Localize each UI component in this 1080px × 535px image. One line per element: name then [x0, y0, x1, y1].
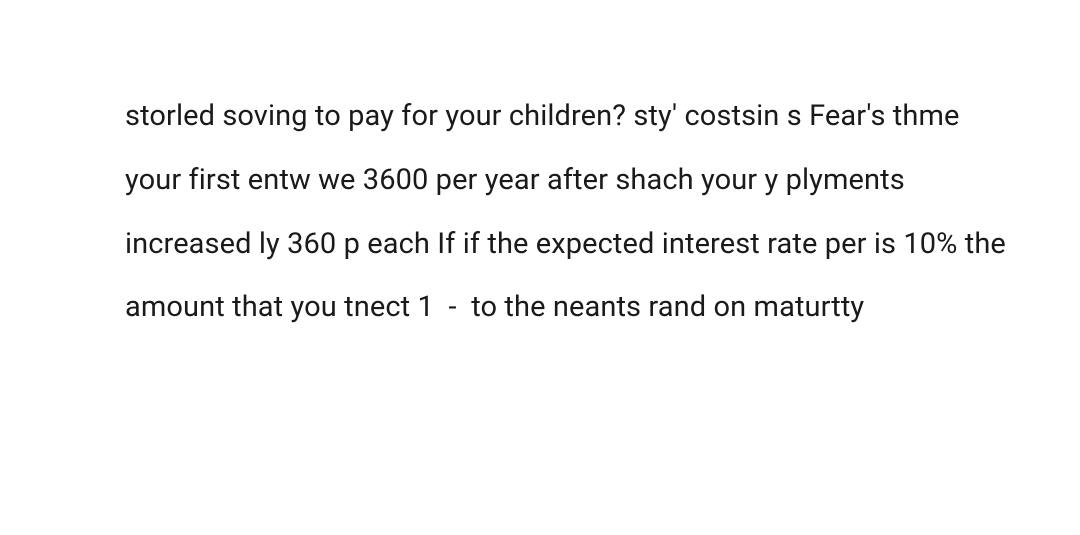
document-page: storled soving to pay for your children?… — [0, 0, 1080, 535]
paragraph-text: storled soving to pay for your children?… — [125, 85, 1020, 340]
